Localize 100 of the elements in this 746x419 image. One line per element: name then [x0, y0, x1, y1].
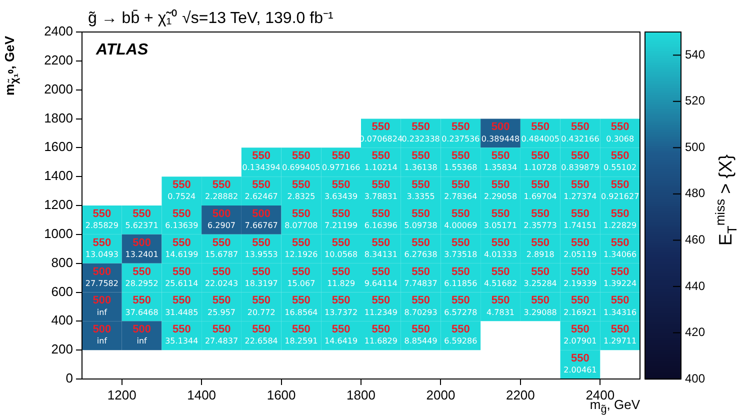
data-label: 550 3.3355 — [406, 179, 435, 202]
data-label: 550 2.85829 — [85, 208, 118, 230]
data-label: 550 2.19339 — [564, 266, 597, 288]
data-label: 550 20.772 — [247, 294, 276, 317]
data-label: 550 11.6829 — [364, 324, 398, 346]
data-label: 550 2.16921 — [564, 294, 597, 317]
data-label: 550 13.9553 — [244, 236, 278, 259]
data-label: 550 3.05171 — [484, 208, 518, 230]
data-label: 550 6.27638 — [404, 236, 438, 259]
data-label: 550 15.067 — [287, 266, 316, 288]
data-label: 500 7.66767 — [244, 208, 278, 230]
data-label: 500 inf — [92, 294, 112, 317]
data-label: 550 0.134394 — [242, 150, 280, 172]
data-label: 550 1.35834 — [484, 150, 518, 172]
data-label: 550 6.13639 — [165, 208, 198, 230]
data-label: 500 13.2401 — [125, 236, 158, 259]
data-label: 550 1.34066 — [604, 236, 637, 259]
data-label: 500 27.7582 — [85, 266, 118, 288]
data-label: 550 0.839879 — [561, 150, 600, 172]
color-bar-label: 520 — [685, 94, 706, 108]
data-label: 550 0.232338 — [402, 121, 440, 144]
data-label: 550 10.0568 — [324, 236, 358, 259]
x-tick-label: 1800 — [346, 387, 376, 402]
color-bar-label: 480 — [685, 186, 706, 200]
color-bar-label: 440 — [685, 278, 706, 293]
data-label: 550 0.921627 — [600, 179, 640, 202]
color-bar-label: 540 — [685, 47, 706, 62]
data-label: 500 inf — [92, 324, 112, 346]
data-label: 550 22.6584 — [244, 324, 278, 346]
data-label: 550 18.2591 — [284, 324, 318, 346]
y-tick-label: 800 — [51, 254, 73, 270]
y-tick-label: 200 — [51, 342, 73, 357]
data-label: 550 4.00069 — [444, 208, 478, 230]
data-label: 550 2.07901 — [564, 324, 597, 346]
data-label: 550 1.74151 — [564, 208, 597, 230]
data-label: 550 5.09738 — [404, 208, 438, 230]
data-label: 550 1.36138 — [404, 150, 438, 172]
data-label: 550 3.73518 — [444, 236, 478, 259]
y-tick-label: 2000 — [44, 81, 73, 96]
y-tick-label: 1400 — [44, 168, 73, 184]
data-label: 550 6.57278 — [444, 294, 478, 317]
data-label: 550 14.6419 — [324, 324, 358, 346]
data-label: 550 2.62467 — [244, 179, 278, 202]
data-label: 550 0.7524 — [168, 179, 196, 202]
y-tick-label: 0 — [66, 370, 73, 386]
data-label: 550 1.55368 — [444, 150, 478, 172]
data-label: 550 0.977166 — [322, 150, 360, 172]
data-label: 550 11.2349 — [364, 294, 398, 317]
data-label: 550 22.0243 — [204, 266, 238, 288]
data-label: 550 16.8564 — [284, 294, 318, 317]
annotation: ATLAS — [95, 41, 148, 58]
data-label: 550 1.29711 — [604, 324, 637, 346]
data-label: 550 2.8325 — [287, 179, 316, 202]
data-label: 550 6.59286 — [444, 324, 478, 346]
data-label: 550 6.16396 — [364, 208, 398, 230]
data-label: 550 3.78831 — [364, 179, 398, 202]
data-label: 550 8.07708 — [284, 208, 318, 230]
data-label: 550 0.55102 — [604, 150, 637, 172]
data-label: 500 6.2907 — [208, 208, 236, 230]
x-tick-label: 1600 — [266, 387, 296, 402]
color-bar-label: 460 — [685, 232, 706, 247]
data-label: 550 0.3068 — [606, 121, 634, 144]
data-label: 550 4.7831 — [486, 294, 514, 317]
x-tick-label: 2000 — [426, 387, 456, 402]
data-label: 550 7.74837 — [404, 266, 438, 288]
data-label: 550 25.957 — [208, 294, 236, 317]
y-tick-label: 1200 — [44, 197, 73, 212]
data-label: 550 13.0493 — [85, 236, 118, 259]
data-label: 550 11.829 — [327, 266, 356, 288]
data-label: 550 5.62371 — [125, 208, 158, 230]
data-label: 550 1.22829 — [604, 208, 637, 230]
y-tick-label: 1800 — [44, 110, 73, 126]
data-label: 550 6.11856 — [444, 266, 478, 288]
data-label: 550 31.4485 — [165, 294, 198, 317]
data-label: 500 0.389448 — [481, 121, 520, 144]
data-label: 550 2.00461 — [564, 352, 597, 375]
data-label: 550 4.51682 — [484, 266, 518, 288]
data-label: 550 1.10728 — [524, 150, 557, 172]
data-label: 550 8.34131 — [364, 236, 398, 259]
data-label: 550 3.29088 — [524, 294, 557, 317]
data-label: 550 2.8918 — [526, 236, 554, 259]
data-label: 550 0.432166 — [561, 121, 600, 144]
data-label: 550 1.34316 — [604, 294, 637, 317]
y-tick-label: 1600 — [44, 139, 73, 154]
data-label: 550 2.05119 — [564, 236, 597, 259]
data-label: 550 13.7372 — [324, 294, 358, 317]
data-label: 550 2.35773 — [524, 208, 557, 230]
data-label: 550 0.237536 — [442, 121, 480, 144]
x-tick-label: 1200 — [107, 387, 136, 402]
data-label: 550 2.78364 — [444, 179, 478, 202]
x-tick-label: 2200 — [506, 387, 535, 402]
data-label: 550 18.3197 — [244, 266, 278, 288]
data-label: 550 2.28882 — [204, 179, 238, 202]
data-label: 550 12.1926 — [284, 236, 318, 259]
data-label: 550 14.6199 — [165, 236, 198, 259]
y-tick-label: 2200 — [44, 52, 73, 68]
data-label: 500 inf — [132, 324, 151, 346]
data-label: 550 7.21199 — [324, 208, 358, 230]
x-tick-label: 1400 — [187, 387, 216, 402]
data-label: 550 1.69704 — [524, 179, 557, 202]
